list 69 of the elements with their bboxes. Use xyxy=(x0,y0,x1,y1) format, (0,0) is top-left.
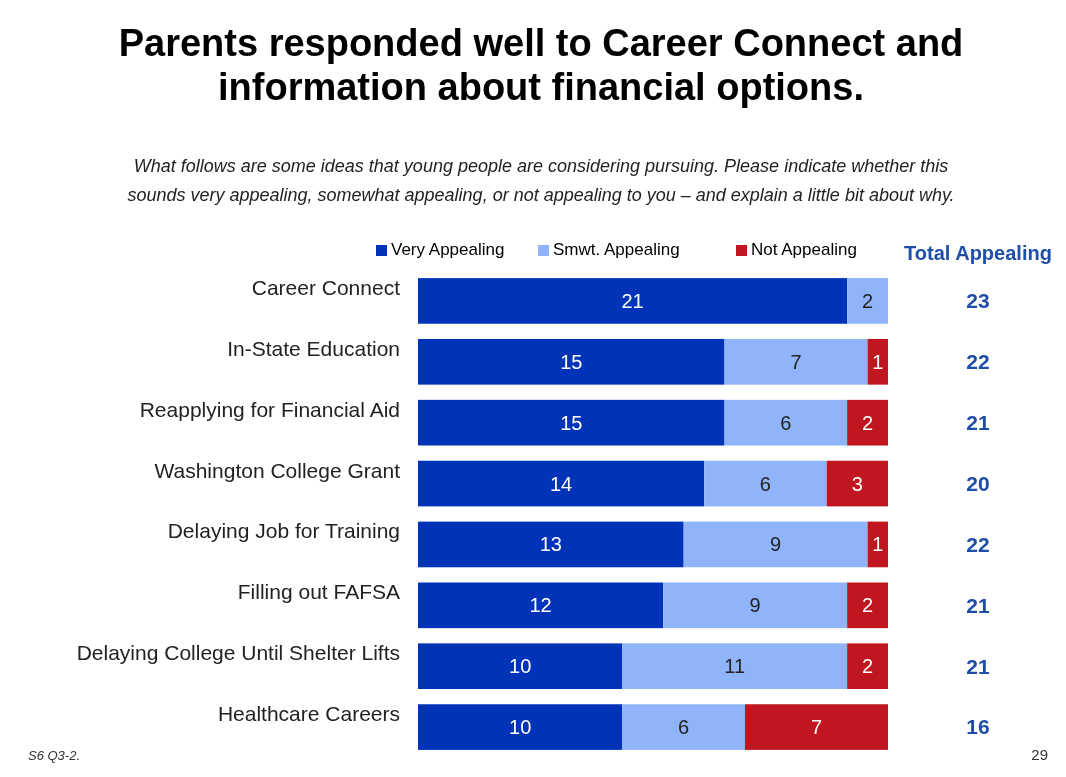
data-label: 6 xyxy=(759,472,771,495)
data-label: 2 xyxy=(862,655,874,678)
bar xyxy=(418,521,684,568)
y-tick-label: Delaying Job for Training xyxy=(167,519,400,543)
y-tick-label: Healthcare Careers xyxy=(217,702,400,726)
bar xyxy=(847,643,888,690)
y-tick-label: Reapplying for Financial Aid xyxy=(139,397,400,421)
data-label: 13 xyxy=(539,533,562,556)
y-tick-label: Washington College Grant xyxy=(154,458,401,482)
y-tick-label: Delaying College Until Shelter Lifts xyxy=(76,641,400,665)
data-label: 1 xyxy=(872,350,884,373)
bar xyxy=(724,399,848,446)
bar xyxy=(418,704,623,750)
data-label: 2 xyxy=(862,411,874,434)
data-label: 15 xyxy=(560,350,583,373)
data-label: 9 xyxy=(749,594,761,617)
data-label: 6 xyxy=(780,411,792,434)
data-label: 15 xyxy=(560,411,583,434)
bar xyxy=(418,643,623,690)
bar xyxy=(418,582,664,629)
text: 23 xyxy=(966,289,990,313)
data-label: 12 xyxy=(529,594,552,617)
bar xyxy=(622,704,745,750)
y-tick-label: Filling out FAFSA xyxy=(237,580,400,604)
y-tick-label: Career Connect xyxy=(251,275,401,299)
text: 21 xyxy=(966,593,990,617)
legend-label: Not Appealing xyxy=(751,240,857,259)
text: 29 xyxy=(1031,746,1048,763)
text: 20 xyxy=(966,471,990,495)
y-tick-label: In-State Education xyxy=(227,336,400,360)
data-label: 9 xyxy=(770,533,782,556)
bar xyxy=(663,582,848,629)
bar xyxy=(418,399,725,446)
data-label: 2 xyxy=(862,594,874,617)
legend-label: Very Appealing xyxy=(391,240,505,259)
legend-label: Smwt. Appealing xyxy=(553,240,680,259)
bar xyxy=(847,399,888,446)
data-label: 21 xyxy=(621,289,644,312)
text: 22 xyxy=(966,350,990,374)
text: 16 xyxy=(966,715,990,739)
data-label: 3 xyxy=(851,472,863,495)
bar xyxy=(847,582,888,629)
bar xyxy=(744,704,888,750)
data-label: 14 xyxy=(549,472,573,495)
data-label: 11 xyxy=(724,655,746,678)
bar xyxy=(724,338,868,385)
bar xyxy=(867,338,888,385)
bar xyxy=(622,643,848,690)
bar xyxy=(683,521,868,568)
chart-subtitle: What follows are some ideas that young people are considering pursuing. Please indicate whether this sounds very appealing, somewhat appealing, or not appealing to you – and explain a little bit about why. xyxy=(127,156,955,205)
data-label: 7 xyxy=(810,716,823,739)
bar xyxy=(704,460,827,507)
data-label: 1 xyxy=(872,533,884,556)
bar xyxy=(826,460,888,507)
data-label: 6 xyxy=(678,716,690,739)
text: 22 xyxy=(966,532,990,556)
bar xyxy=(418,278,848,324)
bar xyxy=(418,460,705,507)
data-label: 2 xyxy=(862,289,874,312)
bar xyxy=(847,278,888,324)
chart-title: Parents responded well to Career Connect and information about financial options. xyxy=(118,22,964,108)
text: 21 xyxy=(966,411,990,435)
data-label: 7 xyxy=(790,350,802,373)
text: Total Appealing xyxy=(904,242,1052,264)
text: S6 Q3-2. xyxy=(28,748,81,763)
text: 21 xyxy=(966,654,990,678)
data-label: 10 xyxy=(509,716,532,739)
data-label: 10 xyxy=(509,655,532,678)
bar xyxy=(418,338,725,385)
